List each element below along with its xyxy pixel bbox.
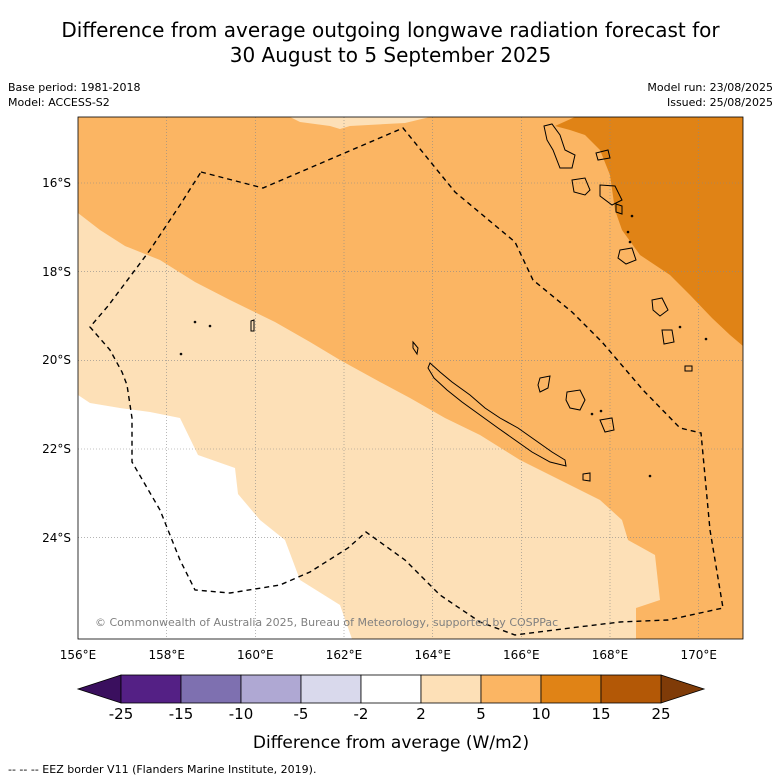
- base-period: Base period: 1981-2018: [8, 81, 141, 94]
- lat-tick-24s: 24°S: [42, 531, 71, 545]
- map-frame: [77, 116, 744, 640]
- lon-tick-170: 170°E: [680, 648, 717, 662]
- lon-tick-164: 164°E: [414, 648, 451, 662]
- colorbar-tick-label: -2: [354, 705, 369, 723]
- anomaly-band-2-5-north: [290, 117, 430, 129]
- lon-tick-168: 168°E: [592, 648, 629, 662]
- lon-tick-160: 160°E: [237, 648, 274, 662]
- anomaly-band-neutral: [78, 395, 352, 639]
- model-run: Model run: 23/08/2025: [647, 81, 773, 94]
- colorbar-tick-label: 10: [531, 705, 550, 723]
- colorbar-tick-label: 2: [416, 705, 426, 723]
- lon-tick-158: 158°E: [148, 648, 185, 662]
- colorbar-segment: [480, 674, 542, 704]
- map-area: © Commonwealth of Australia 2025, Bureau…: [78, 117, 743, 639]
- colorbar-tick-label: 25: [651, 705, 670, 723]
- lon-tick-156: 156°E: [60, 648, 97, 662]
- meta-left: Base period: 1981-2018 Model: ACCESS-S2: [8, 80, 140, 110]
- colorbar-segment: [420, 674, 482, 704]
- colorbar-tick-label: -5: [294, 705, 309, 723]
- colorbar-segment: [180, 674, 242, 704]
- colorbar-tick-label: -10: [229, 705, 254, 723]
- meta-right: Model run: 23/08/2025 Issued: 25/08/2025: [647, 80, 773, 110]
- eez-border: [89, 127, 724, 636]
- lon-tick-162: 162°E: [326, 648, 363, 662]
- title-line-1: Difference from average outgoing longwav…: [61, 18, 720, 42]
- model-name: Model: ACCESS-S2: [8, 96, 110, 109]
- colorbar-segment: [600, 674, 662, 704]
- colorbar-tick-label: -15: [169, 705, 194, 723]
- lat-tick-labels: 16°S 18°S 20°S 22°S 24°S: [42, 176, 71, 545]
- colorbar-tick-label: -25: [109, 705, 134, 723]
- colorbar-segment: [300, 674, 362, 704]
- anomaly-band-10-15: [555, 117, 743, 346]
- coastlines: [179, 123, 708, 482]
- colorbar-label: Difference from average (W/m2): [253, 733, 529, 753]
- colorbar: -25 -15 -10 -5 -2 2 5 10 15 25: [76, 674, 706, 723]
- colorbar-segment: [120, 674, 182, 704]
- colorbar-segment: [360, 674, 422, 704]
- issued-date: Issued: 25/08/2025: [666, 96, 773, 109]
- colorbar-segment: [240, 674, 302, 704]
- colorbar-tick-label: 15: [591, 705, 610, 723]
- new-caledonia-island: [427, 362, 567, 467]
- lat-tick-16s: 16°S: [42, 176, 71, 190]
- lat-tick-22s: 22°S: [42, 442, 71, 456]
- lat-tick-20s: 20°S: [42, 353, 71, 367]
- colorbar-tick-label: 5: [476, 705, 486, 723]
- colorbar-arrow-low: [76, 674, 122, 704]
- copyright-text: © Commonwealth of Australia 2025, Bureau…: [95, 616, 558, 629]
- lat-tick-18s: 18°S: [42, 265, 71, 279]
- lon-tick-labels: 156°E 158°E 160°E 162°E 164°E 166°E 168°…: [60, 648, 717, 662]
- map-title: Difference from average outgoing longwav…: [0, 18, 781, 68]
- colorbar-segment: [540, 674, 602, 704]
- eez-footnote: -- -- -- EEZ border V11 (Flanders Marine…: [8, 763, 317, 776]
- title-line-2: 30 August to 5 September 2025: [229, 43, 552, 67]
- graticule: [78, 117, 743, 639]
- colorbar-arrow-high: [660, 674, 706, 704]
- lon-tick-166: 166°E: [503, 648, 540, 662]
